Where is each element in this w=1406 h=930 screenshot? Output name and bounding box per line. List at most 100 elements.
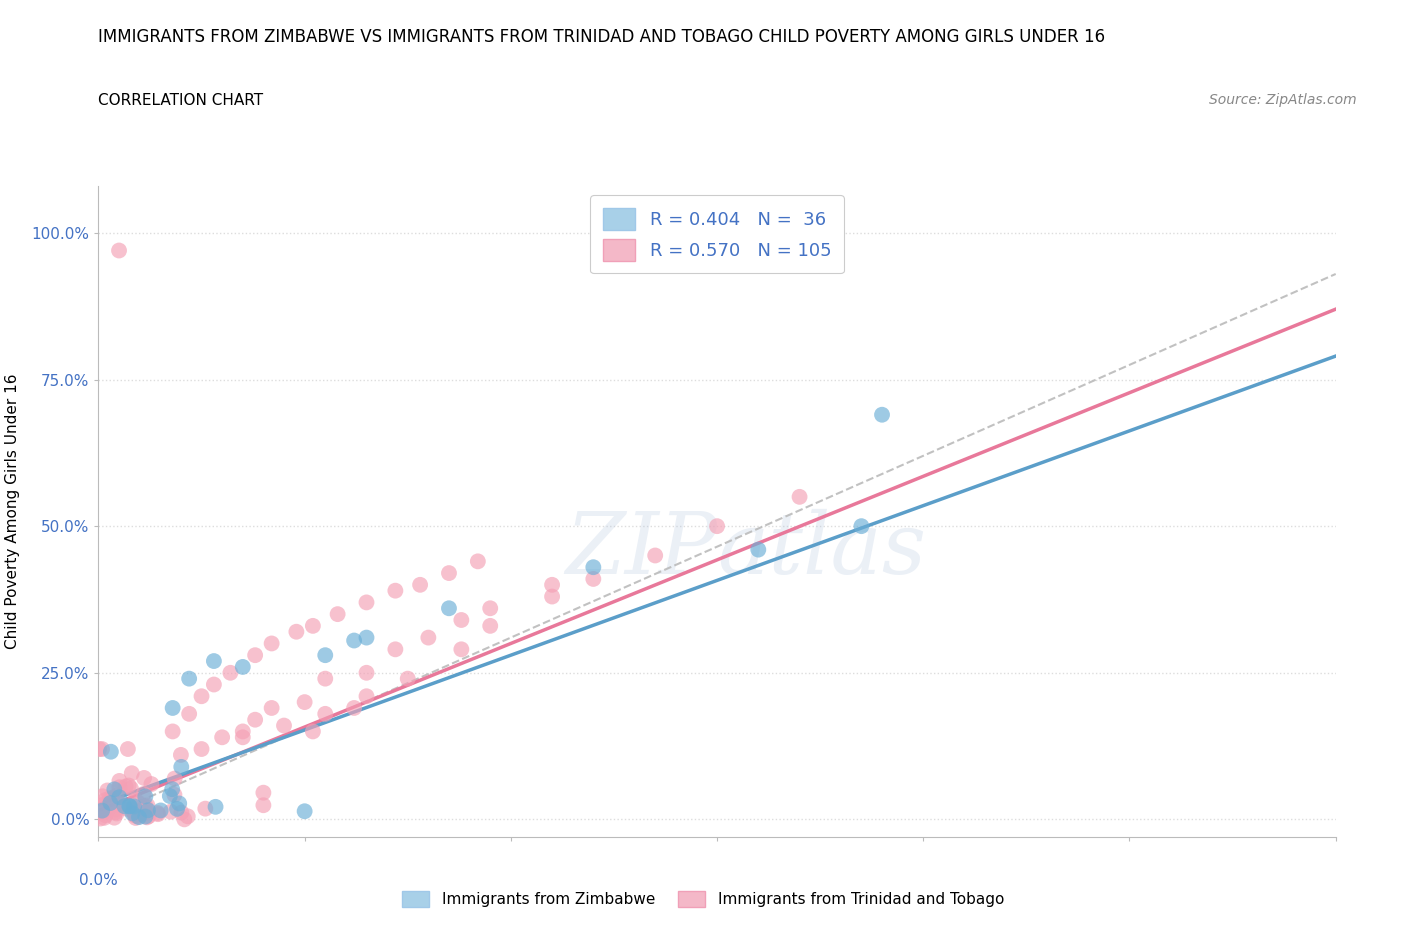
Point [104, 804, 127, 819]
Point [384, 642, 406, 657]
Point [243, 648, 266, 663]
Point [146, 805, 169, 820]
Point [851, 519, 873, 534]
Point [93, 805, 115, 820]
Point [314, 648, 336, 663]
Point [177, 809, 200, 824]
Point [98, 793, 121, 808]
Point [314, 671, 336, 686]
Point [103, 790, 125, 805]
Point [384, 583, 406, 598]
Point [294, 695, 316, 710]
Point [121, 806, 143, 821]
Point [128, 806, 150, 821]
Text: Source: ZipAtlas.com: Source: ZipAtlas.com [1209, 93, 1357, 107]
Point [170, 805, 193, 820]
Point [89, 811, 111, 826]
Point [356, 595, 378, 610]
Point [136, 803, 159, 817]
Point [122, 799, 145, 814]
Point [163, 771, 186, 786]
Point [87, 741, 110, 756]
Point [167, 796, 190, 811]
Point [706, 519, 728, 534]
Point [479, 601, 502, 616]
Text: CORRELATION CHART: CORRELATION CHART [98, 93, 263, 108]
Point [179, 707, 201, 722]
Point [141, 777, 163, 791]
Point [190, 741, 212, 756]
Point [134, 799, 156, 814]
Point [170, 760, 193, 775]
Point [541, 578, 564, 592]
Point [132, 770, 155, 785]
Point [103, 798, 125, 813]
Point [260, 636, 283, 651]
Point [314, 707, 336, 722]
Point [138, 809, 160, 824]
Point [396, 671, 419, 686]
Point [91, 789, 114, 804]
Point [125, 809, 148, 824]
Point [136, 810, 159, 825]
Point [91, 741, 114, 756]
Point [747, 542, 769, 557]
Y-axis label: Child Poverty Among Girls Under 16: Child Poverty Among Girls Under 16 [6, 374, 20, 649]
Point [100, 744, 122, 759]
Point [104, 802, 127, 817]
Point [450, 613, 472, 628]
Point [146, 806, 169, 821]
Point [103, 810, 125, 825]
Point [789, 489, 811, 504]
Point [149, 803, 172, 817]
Point [128, 810, 150, 825]
Point [582, 572, 605, 587]
Point [870, 407, 893, 422]
Point [356, 689, 378, 704]
Point [232, 724, 254, 738]
Point [202, 654, 225, 669]
Point [162, 724, 184, 738]
Point [124, 792, 146, 807]
Point [118, 799, 141, 814]
Point [409, 578, 432, 592]
Point [541, 589, 564, 604]
Point [252, 785, 274, 800]
Point [644, 548, 666, 563]
Legend: Immigrants from Zimbabwe, Immigrants from Trinidad and Tobago: Immigrants from Zimbabwe, Immigrants fro… [396, 884, 1010, 913]
Point [124, 811, 146, 826]
Point [211, 730, 233, 745]
Point [98, 797, 121, 812]
Point [105, 806, 128, 821]
Point [159, 804, 181, 819]
Point [94, 802, 117, 817]
Point [110, 797, 132, 812]
Point [356, 631, 378, 645]
Point [128, 796, 150, 811]
Point [117, 802, 139, 817]
Point [134, 809, 156, 824]
Point [107, 797, 129, 812]
Point [343, 700, 366, 715]
Point [326, 606, 349, 621]
Point [166, 802, 188, 817]
Point [343, 633, 366, 648]
Point [302, 724, 325, 738]
Point [232, 730, 254, 745]
Point [162, 700, 184, 715]
Point [98, 791, 121, 806]
Point [121, 803, 143, 817]
Point [117, 741, 139, 756]
Point [108, 774, 131, 789]
Point [124, 808, 146, 823]
Point [108, 243, 131, 258]
Point [136, 805, 159, 820]
Point [179, 671, 201, 686]
Point [582, 560, 605, 575]
Point [252, 798, 274, 813]
Point [94, 808, 117, 823]
Point [190, 689, 212, 704]
Point [112, 799, 135, 814]
Point [117, 778, 139, 793]
Text: ZIP: ZIP [565, 510, 717, 591]
